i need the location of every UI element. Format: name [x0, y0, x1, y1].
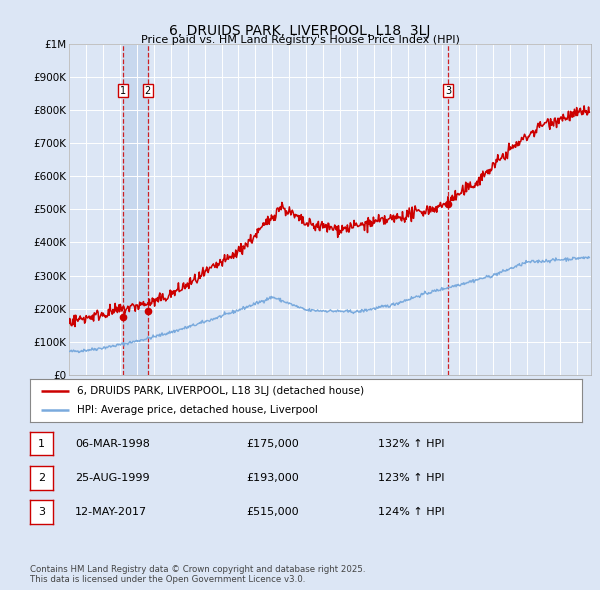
Text: Contains HM Land Registry data © Crown copyright and database right 2025.
This d: Contains HM Land Registry data © Crown c… — [30, 565, 365, 584]
Text: 1: 1 — [38, 439, 45, 448]
Text: 12-MAY-2017: 12-MAY-2017 — [75, 507, 147, 517]
Text: Price paid vs. HM Land Registry's House Price Index (HPI): Price paid vs. HM Land Registry's House … — [140, 35, 460, 45]
Bar — [123, 44, 148, 375]
Text: 2: 2 — [38, 473, 45, 483]
Text: 1: 1 — [119, 86, 126, 96]
Text: 3: 3 — [445, 86, 451, 96]
Text: £515,000: £515,000 — [246, 507, 299, 517]
Text: 3: 3 — [38, 507, 45, 517]
Text: 6, DRUIDS PARK, LIVERPOOL, L18 3LJ (detached house): 6, DRUIDS PARK, LIVERPOOL, L18 3LJ (deta… — [77, 386, 364, 396]
Text: £193,000: £193,000 — [246, 473, 299, 483]
Text: 132% ↑ HPI: 132% ↑ HPI — [378, 439, 445, 448]
Text: 6, DRUIDS PARK, LIVERPOOL, L18  3LJ: 6, DRUIDS PARK, LIVERPOOL, L18 3LJ — [169, 24, 431, 38]
Text: 2: 2 — [145, 86, 151, 96]
Text: HPI: Average price, detached house, Liverpool: HPI: Average price, detached house, Live… — [77, 405, 318, 415]
Text: 06-MAR-1998: 06-MAR-1998 — [75, 439, 150, 448]
Text: £175,000: £175,000 — [246, 439, 299, 448]
Text: 124% ↑ HPI: 124% ↑ HPI — [378, 507, 445, 517]
Text: 25-AUG-1999: 25-AUG-1999 — [75, 473, 149, 483]
Text: 123% ↑ HPI: 123% ↑ HPI — [378, 473, 445, 483]
